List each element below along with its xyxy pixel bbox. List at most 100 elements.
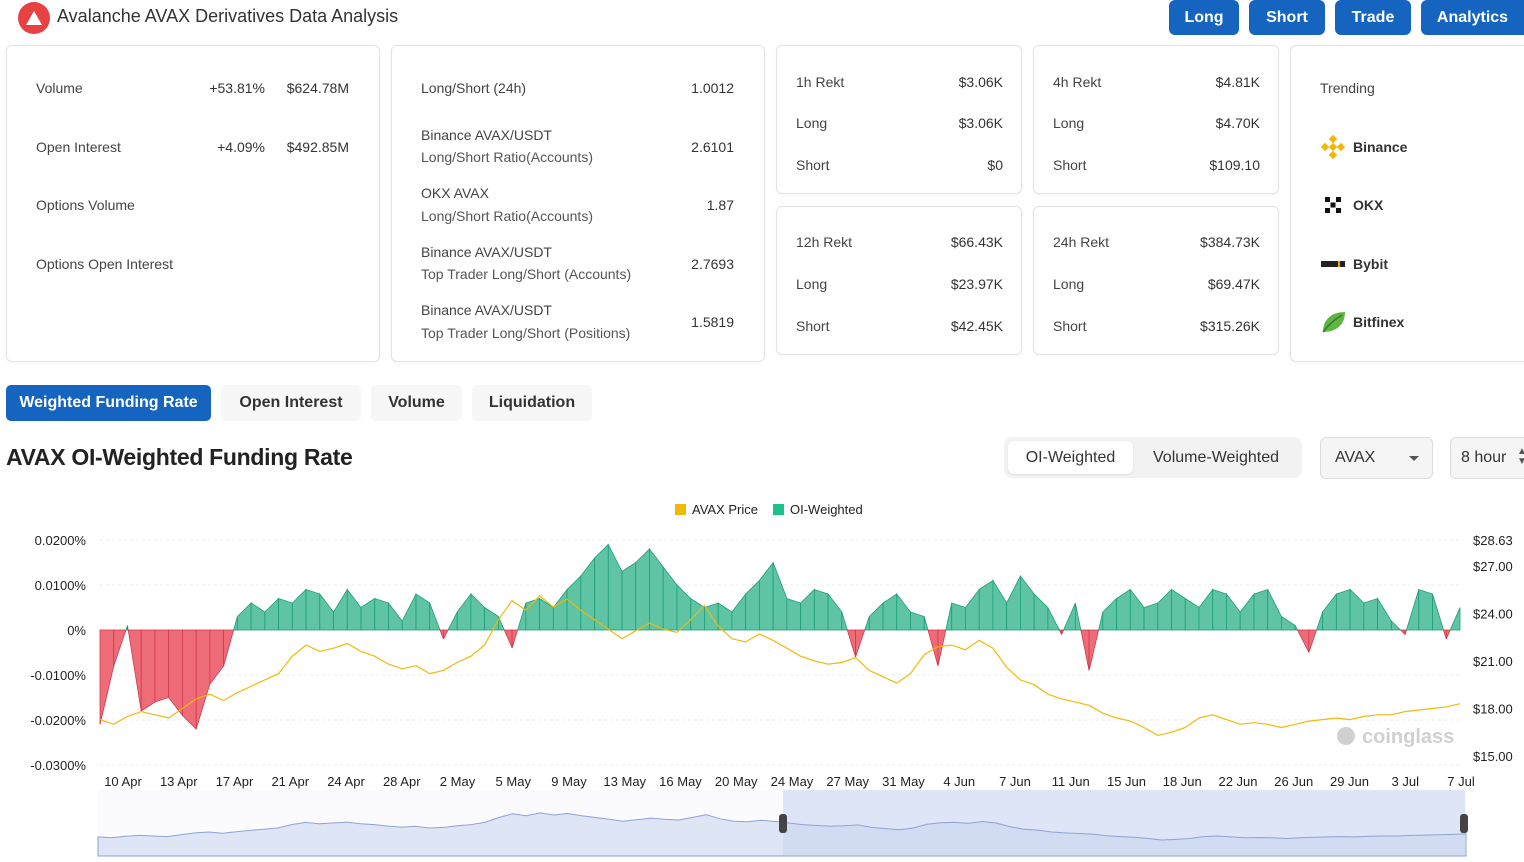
avalanche-logo-icon (18, 2, 50, 34)
volume-weighted-option[interactable]: Volume-Weighted (1153, 448, 1279, 466)
x-tick-label: 26 Jun (1274, 774, 1313, 789)
tab-volume[interactable]: Volume (371, 385, 462, 421)
tab-liquidation[interactable]: Liquidation (472, 385, 592, 421)
chevron-down-icon (1409, 456, 1419, 461)
rekt-long-label: Long (1053, 115, 1085, 131)
funding-negative-area (1399, 629, 1406, 636)
ratio-value: 2.6101 (691, 139, 734, 155)
funding-positive-area (1405, 589, 1420, 631)
navigator-series (97, 812, 1467, 857)
funding-positive-area (305, 588, 321, 631)
funding-positive-area (1006, 575, 1021, 631)
trending-title: Trending (1320, 80, 1375, 96)
funding-positive-area (1098, 611, 1104, 631)
volume-label: Volume (36, 80, 83, 96)
x-tick-label: 13 Apr (160, 774, 198, 789)
symbol-select[interactable]: AVAX (1320, 437, 1433, 479)
x-tick-label: 28 Apr (383, 774, 421, 789)
trending-item-bybit[interactable]: Bybit (1320, 251, 1500, 277)
rekt-24h-card: 24h Rekt $384.73K Long $69.47K Short $31… (1033, 206, 1279, 355)
rekt-12h-card: 12h Rekt $66.43K Long $23.97K Short $42.… (776, 206, 1022, 355)
funding-positive-area (470, 593, 486, 631)
funding-positive-area (319, 592, 334, 631)
funding-positive-area (1315, 611, 1324, 631)
x-tick-label: 16 May (659, 774, 702, 789)
funding-positive-area (1390, 620, 1402, 631)
funding-positive-area (1267, 589, 1282, 631)
funding-positive-area (291, 588, 307, 631)
x-tick-label: 9 May (551, 774, 587, 789)
tab-weighted-funding-rate[interactable]: Weighted Funding Rate (6, 385, 211, 421)
legend-oi-label[interactable]: OI-Weighted (790, 502, 863, 517)
ratio-value: 2.7693 (691, 256, 734, 272)
funding-positive-area (429, 602, 441, 631)
nav-analytics-button[interactable]: Analytics (1421, 0, 1524, 35)
trending-item-label: Binance (1353, 139, 1408, 155)
x-tick-label: 22 Jun (1218, 774, 1257, 789)
rekt-1h-card: 1h Rekt $3.06K Long $3.06K Short $0 (776, 45, 1022, 194)
funding-negative-area (511, 629, 519, 649)
funding-positive-area (621, 561, 637, 631)
funding-positive-area (951, 602, 966, 631)
trending-item-label: Bitfinex (1353, 314, 1405, 330)
funding-positive-area (360, 597, 376, 631)
trending-item-okx[interactable]: OKX (1320, 192, 1500, 218)
y-left-tick-label: -0.0300% (30, 758, 86, 773)
navigator-left-handle[interactable] (779, 814, 787, 833)
y-right-tick-label: $24.00 (1473, 606, 1513, 621)
header-bar: Avalanche AVAX Derivatives Data Analysis… (0, 0, 1524, 40)
rekt-short-value: $315.26K (1200, 318, 1260, 334)
coinglass-watermark: coinglass (1337, 726, 1454, 748)
x-tick-label: 18 Jun (1163, 774, 1202, 789)
trending-item-binance[interactable]: Binance (1320, 134, 1500, 160)
funding-positive-area (456, 592, 472, 631)
funding-positive-area (717, 602, 733, 631)
rekt-long-value: $23.97K (950, 276, 1003, 292)
funding-positive-area (745, 579, 760, 631)
trending-item-bitfinex[interactable]: Bitfinex (1320, 309, 1500, 335)
ratio-title: Binance AVAX/USDT (421, 302, 552, 318)
funding-positive-area (1253, 588, 1269, 631)
funding-positive-area (1129, 588, 1145, 631)
x-tick-label: 31 May (882, 774, 925, 789)
rekt-long-label: Long (796, 115, 828, 131)
funding-positive-area (868, 602, 884, 631)
funding-positive-area (992, 579, 1008, 631)
funding-positive-area (484, 606, 499, 631)
funding-positive-area (800, 588, 815, 631)
navigator-right-handle[interactable] (1460, 814, 1468, 833)
x-tick-label: 15 Jun (1107, 774, 1146, 789)
y-left-tick-label: 0.0200% (35, 533, 87, 548)
funding-positive-area (333, 588, 348, 631)
funding-negative-area (1445, 629, 1451, 640)
open-interest-label: Open Interest (36, 139, 121, 155)
nav-short-button[interactable]: Short (1249, 0, 1325, 35)
volume-change: +53.81% (209, 80, 265, 96)
funding-positive-area (594, 543, 609, 631)
rekt-short-value: $109.10 (1209, 157, 1260, 173)
funding-positive-area (1116, 588, 1131, 631)
chart-title: AVAX OI-Weighted Funding Rate (6, 444, 353, 470)
rekt-short-value: $0 (987, 157, 1003, 173)
y-left-tick-label: 0% (67, 623, 86, 638)
funding-positive-area (233, 616, 238, 631)
y-right-tick-label: $15.00 (1473, 749, 1513, 764)
tab-open-interest[interactable]: Open Interest (221, 385, 361, 421)
funding-positive-area (649, 547, 664, 631)
funding-negative-area (195, 629, 211, 730)
x-tick-label: 13 May (603, 774, 646, 789)
ratio-subtitle: Long/Short Ratio(Accounts) (421, 149, 593, 165)
y-right-tick-label: $21.00 (1473, 654, 1513, 669)
ratio-title: Binance AVAX/USDT (421, 244, 552, 260)
funding-negative-area (168, 629, 183, 717)
x-tick-label: 24 May (771, 774, 814, 789)
nav-long-button[interactable]: Long (1169, 0, 1239, 35)
oi-weighted-option[interactable]: OI-Weighted (1008, 441, 1133, 474)
market-stats-card: Volume +53.81% $624.78M Open Interest +4… (6, 45, 380, 362)
funding-positive-area (1432, 593, 1445, 631)
legend-price-label[interactable]: AVAX Price (692, 502, 758, 517)
range-navigator[interactable] (97, 790, 1468, 857)
interval-select[interactable]: 8 hour ▲ ▼ (1450, 437, 1524, 479)
x-tick-label: 21 Apr (271, 774, 309, 789)
nav-trade-button[interactable]: Trade (1335, 0, 1411, 35)
